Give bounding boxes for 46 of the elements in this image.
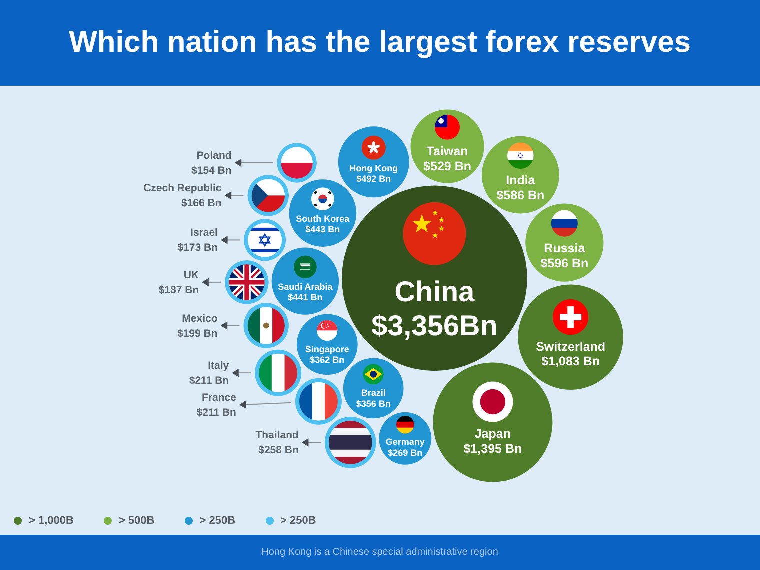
data-label: $356 Bn [356, 398, 391, 409]
category-label: Czech Republic [144, 182, 222, 195]
legend-label: > 250B [280, 514, 316, 526]
category-label: UK [184, 269, 200, 282]
text: Hong Kong is a Chinese special administrative region [262, 547, 498, 558]
legend-label: > 1,000B [29, 514, 74, 526]
category-label: Italy [208, 360, 230, 372]
data-label: $443 Bn [306, 224, 340, 235]
category-label: Singapore [305, 344, 350, 354]
category-label: China [394, 276, 476, 308]
text: Which nation has the largest forex reserves [69, 26, 691, 60]
data-label: $1,395 Bn [464, 442, 522, 456]
data-label: $269 Bn [388, 448, 423, 458]
data-label: $3,356Bn [372, 310, 498, 342]
category-label: Brazil [361, 388, 386, 398]
category-label: Saudi Arabia [278, 282, 334, 292]
category-label: Russia [544, 242, 586, 256]
data-label: $166 Bn [182, 198, 222, 210]
data-label: $362 Bn [310, 355, 345, 366]
category-label: France [202, 392, 237, 404]
category-label: South Korea [296, 214, 351, 224]
category-label: Hong Kong [350, 163, 398, 174]
data-label: $492 Bn [356, 174, 392, 184]
category-label: India [506, 174, 536, 188]
data-label: $529 Bn [424, 159, 472, 174]
category-label: Japan [474, 427, 512, 442]
data-label: $187 Bn [158, 284, 200, 296]
data-label: $586 Bn [496, 188, 545, 202]
data-label: $173 Bn [178, 242, 218, 254]
category-label: Germany [386, 437, 425, 448]
data-label: $211 Bn [196, 407, 236, 420]
category-label: Israel [190, 227, 218, 240]
data-label: $441 Bn [288, 292, 323, 303]
data-label: $258 Bn [258, 444, 299, 457]
data-label: $1,083 Bn [542, 354, 600, 369]
data-label: $199 Bn [178, 328, 218, 340]
data-label: $154 Bn [192, 164, 232, 177]
category-label: Poland [196, 150, 232, 162]
data-label: $211 Bn [189, 375, 230, 388]
category-label: Thailand [256, 430, 299, 442]
data-label: $596 Bn [540, 256, 589, 270]
category-label: Taiwan [426, 144, 468, 159]
category-label: Switzerland [536, 340, 606, 354]
legend-label: > 500B [118, 514, 155, 526]
category-label: Mexico [182, 312, 218, 325]
legend-label: > 250B [200, 514, 236, 526]
